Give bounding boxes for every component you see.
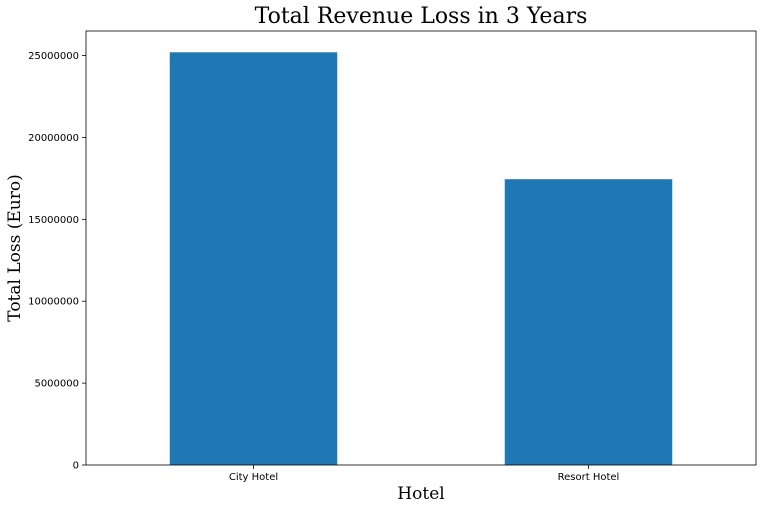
y-tick-label: 10000000 (28, 297, 79, 308)
x-axis-label: Hotel (397, 484, 444, 504)
plot-frame (85, 30, 757, 466)
y-axis-label: Total Loss (Euro) (5, 174, 25, 321)
bar-city-hotel (169, 52, 338, 466)
plot-area: City Hotel Resort Hotel 0 5000000 10000000 15… (28, 30, 757, 483)
y-tick-label: 20000000 (28, 133, 79, 144)
y-tick-label: 25000000 (28, 51, 79, 62)
y-tick-label: 15000000 (28, 215, 79, 226)
x-tick-label: Resort Hotel (558, 472, 620, 483)
y-tick-label: 0 (73, 461, 79, 472)
bar-resort-hotel (504, 179, 673, 465)
x-tick-label: City Hotel (229, 472, 278, 483)
y-tick-label: 5000000 (34, 379, 79, 390)
chart-title: Total Revenue Loss in 3 Years (255, 4, 588, 29)
